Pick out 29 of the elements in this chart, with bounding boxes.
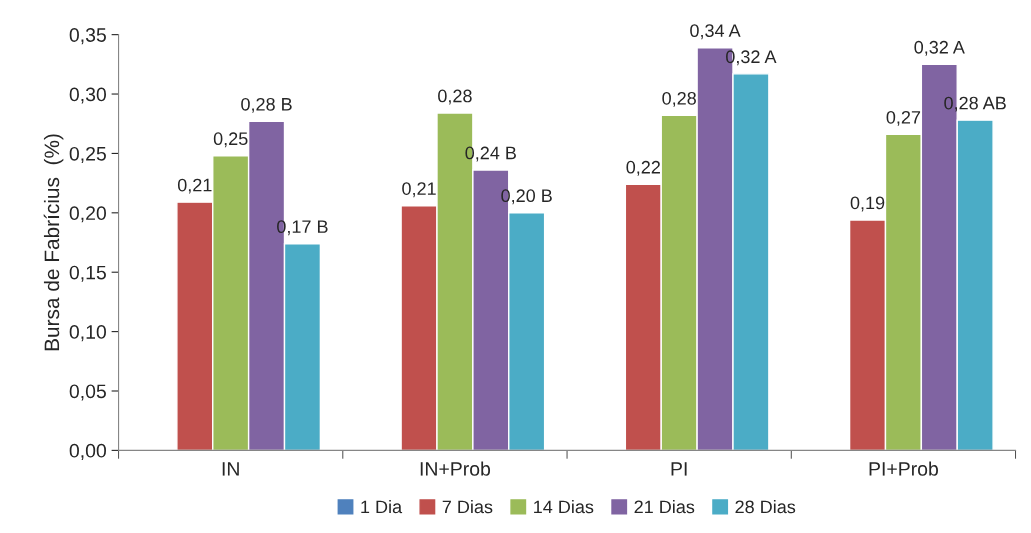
legend-label: 28 Dias	[735, 499, 796, 514]
x-tick-label: IN	[222, 462, 239, 476]
y-tick-label: 0,35	[69, 28, 106, 45]
y-tick-label: 0,00	[69, 443, 106, 460]
data-label: 0,21	[402, 182, 436, 198]
data-label: 0,32 A	[914, 40, 965, 56]
data-label: 0,22	[626, 160, 660, 176]
data-label: 0,27	[886, 110, 921, 126]
y-axis-title: Bursa de Fabrícius (%)	[43, 134, 64, 351]
data-label: 0,34 A	[690, 24, 741, 40]
y-tick-label: 0,10	[69, 325, 106, 342]
legend-label: 7 Dias	[442, 499, 493, 514]
data-label: 0,21	[177, 178, 212, 194]
legend-label: 21 Dias	[634, 499, 695, 514]
x-tick-label: IN+Prob	[420, 461, 491, 476]
y-tick-label: 0,30	[69, 87, 106, 104]
data-label: 0,19	[850, 196, 885, 212]
x-tick-label: PI+Prob	[869, 461, 938, 476]
legend-label: 14 Dias	[534, 499, 594, 514]
data-label: 0,28 B	[241, 97, 292, 113]
data-label: 0,28	[662, 91, 696, 107]
x-tick-label: PI	[671, 462, 687, 476]
y-tick-label: 0,05	[69, 384, 106, 401]
y-tick-label: 0,15	[69, 265, 106, 282]
data-label: 0,25	[213, 132, 248, 148]
y-tick-label: 0,20	[69, 206, 106, 223]
data-label: 0,28	[438, 89, 472, 105]
y-tick-label: 0,25	[69, 146, 106, 163]
legend-label: 1 Dia	[361, 499, 403, 514]
